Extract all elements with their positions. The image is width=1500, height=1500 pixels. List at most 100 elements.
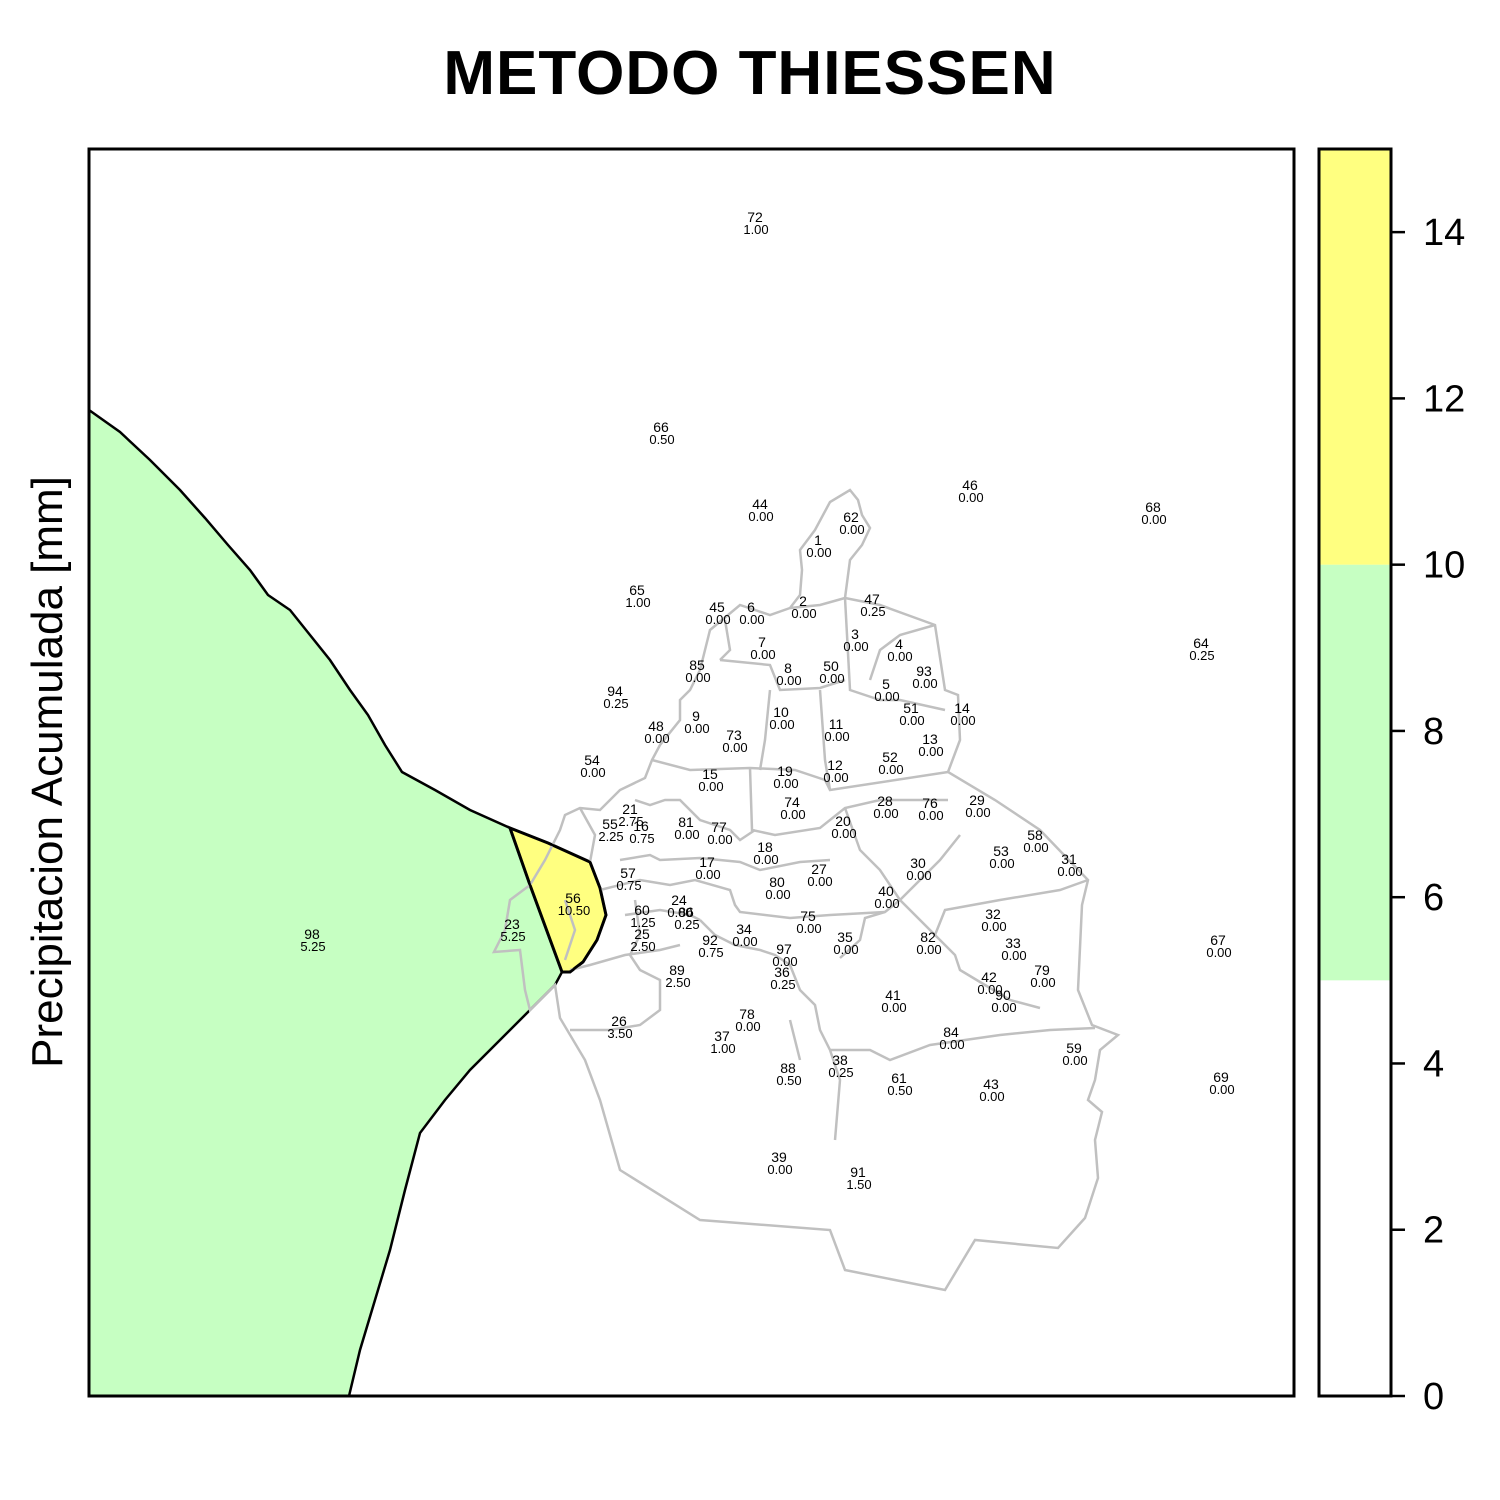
station-value-label: 0.00 bbox=[823, 770, 848, 785]
division-line bbox=[578, 807, 597, 863]
station-17: 170.00 bbox=[695, 854, 720, 882]
station-id-label: 56 bbox=[565, 890, 581, 906]
station-id-label: 91 bbox=[850, 1164, 866, 1180]
station-id-label: 40 bbox=[878, 883, 894, 899]
station-98: 985.25 bbox=[300, 926, 325, 954]
station-id-label: 74 bbox=[784, 794, 800, 810]
station-20: 200.00 bbox=[831, 813, 856, 841]
station-id-label: 30 bbox=[910, 855, 926, 871]
station-value-label: 0.00 bbox=[1209, 1082, 1234, 1097]
station-id-label: 6 bbox=[747, 599, 755, 615]
city-outline bbox=[491, 488, 1121, 1292]
station-25: 252.50 bbox=[630, 926, 655, 954]
station-value-label: 0.00 bbox=[950, 713, 975, 728]
station-id-label: 8 bbox=[784, 660, 792, 676]
station-26: 263.50 bbox=[607, 1013, 632, 1041]
station-18: 180.00 bbox=[753, 839, 778, 867]
station-73: 730.00 bbox=[722, 727, 747, 755]
station-id-label: 84 bbox=[943, 1024, 959, 1040]
station-value-label: 0.00 bbox=[773, 776, 798, 791]
station-value-label: 0.00 bbox=[780, 807, 805, 822]
station-5: 50.00 bbox=[874, 676, 899, 704]
legend-band-5-10 bbox=[1319, 564, 1391, 981]
station-value-label: 0.00 bbox=[1023, 840, 1048, 855]
station-14: 140.00 bbox=[950, 700, 975, 728]
station-id-label: 46 bbox=[962, 477, 978, 493]
station-id-label: 41 bbox=[885, 987, 901, 1003]
station-value-label: 0.00 bbox=[977, 982, 1002, 997]
station-88: 880.50 bbox=[776, 1060, 801, 1088]
station-id-label: 39 bbox=[771, 1149, 787, 1165]
station-value-label: 0.00 bbox=[732, 934, 757, 949]
station-id-label: 9 bbox=[692, 708, 700, 724]
station-id-label: 77 bbox=[711, 819, 727, 835]
station-id-label: 55 bbox=[602, 816, 618, 832]
station-value-label: 0.00 bbox=[772, 954, 797, 969]
station-62: 620.00 bbox=[839, 509, 864, 537]
station-id-label: 16 bbox=[633, 818, 649, 834]
thiessen-edge bbox=[507, 825, 608, 974]
station-86: 860.25 bbox=[674, 904, 699, 932]
station-value-label: 0.50 bbox=[649, 432, 674, 447]
station-id-label: 26 bbox=[611, 1013, 627, 1029]
legend-frame bbox=[1317, 147, 1393, 1398]
station-79: 790.00 bbox=[1030, 962, 1055, 990]
station-67: 670.00 bbox=[1206, 932, 1231, 960]
station-id-label: 48 bbox=[648, 718, 664, 734]
station-value-label: 5.25 bbox=[500, 929, 525, 944]
station-id-label: 67 bbox=[1210, 932, 1226, 948]
station-53: 530.00 bbox=[989, 843, 1014, 871]
station-43: 430.00 bbox=[979, 1076, 1004, 1104]
station-id-label: 61 bbox=[891, 1070, 907, 1086]
station-id-label: 27 bbox=[811, 861, 827, 877]
station-value-label: 0.25 bbox=[828, 1065, 853, 1080]
station-id-label: 25 bbox=[634, 926, 650, 942]
station-id-label: 36 bbox=[774, 964, 790, 980]
station-value-label: 0.25 bbox=[674, 917, 699, 932]
station-id-label: 51 bbox=[903, 700, 919, 716]
station-markers: 721.00660.50440.00460.00620.00680.0010.0… bbox=[300, 209, 1234, 1192]
station-97: 970.00 bbox=[772, 941, 797, 969]
station-value-label: 0.00 bbox=[979, 1089, 1004, 1104]
division-line bbox=[830, 1026, 1096, 1062]
station-30: 300.00 bbox=[906, 855, 931, 883]
station-value-label: 0.00 bbox=[767, 1162, 792, 1177]
station-41: 410.00 bbox=[881, 987, 906, 1015]
station-value-label: 0.00 bbox=[684, 721, 709, 736]
station-value-label: 0.00 bbox=[705, 612, 730, 627]
station-value-label: 0.00 bbox=[1057, 864, 1082, 879]
station-value-label: 0.00 bbox=[989, 856, 1014, 871]
station-value-label: 0.00 bbox=[991, 1000, 1016, 1015]
station-id-label: 90 bbox=[995, 987, 1011, 1003]
station-value-label: 0.00 bbox=[748, 509, 773, 524]
station-id-label: 43 bbox=[983, 1076, 999, 1092]
station-id-label: 32 bbox=[985, 906, 1001, 922]
station-55: 552.25 bbox=[598, 816, 623, 844]
station-50: 500.00 bbox=[819, 658, 844, 686]
station-id-label: 54 bbox=[584, 752, 600, 768]
station-value-label: 0.00 bbox=[667, 905, 692, 920]
station-value-label: 0.25 bbox=[860, 604, 885, 619]
station-value-label: 0.00 bbox=[796, 921, 821, 936]
station-id-label: 7 bbox=[758, 634, 766, 650]
station-id-label: 52 bbox=[882, 749, 898, 765]
station-id-label: 93 bbox=[916, 663, 932, 679]
station-value-label: 0.00 bbox=[735, 1019, 760, 1034]
station-10: 100.00 bbox=[769, 704, 794, 732]
station-id-label: 21 bbox=[622, 801, 638, 817]
station-13: 130.00 bbox=[918, 731, 943, 759]
station-76: 760.00 bbox=[918, 795, 943, 823]
station-value-label: 0.00 bbox=[580, 765, 605, 780]
station-47: 470.25 bbox=[860, 591, 885, 619]
station-id-label: 28 bbox=[877, 793, 893, 809]
station-value-label: 0.00 bbox=[874, 689, 899, 704]
station-id-label: 57 bbox=[620, 865, 636, 881]
station-80: 800.00 bbox=[765, 874, 790, 902]
station-value-label: 0.00 bbox=[722, 740, 747, 755]
station-7: 70.00 bbox=[750, 634, 775, 662]
station-value-label: 0.00 bbox=[806, 545, 831, 560]
station-value-label: 0.00 bbox=[839, 522, 864, 537]
station-16: 160.75 bbox=[629, 818, 654, 846]
